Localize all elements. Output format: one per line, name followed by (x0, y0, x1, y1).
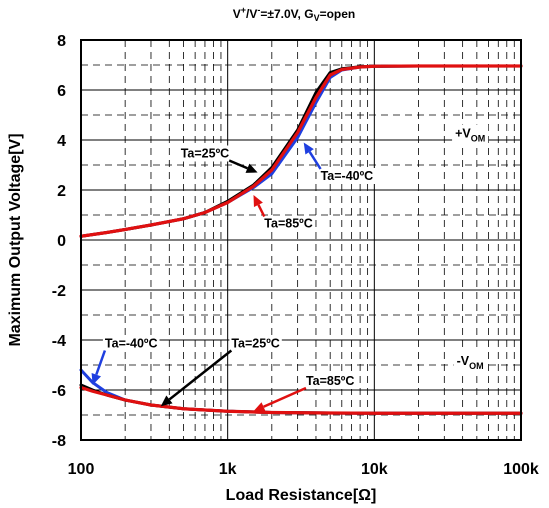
chart-subtitle: V+/V-=±7.0V, GV=open (233, 5, 356, 23)
y-tick-label: -6 (52, 383, 66, 400)
series-line-1 (79, 64, 523, 238)
series-lines (79, 64, 523, 415)
annotation-arrow-line (228, 159, 248, 170)
x-tick-label: 10k (361, 461, 388, 478)
annotation-arrow-line (257, 204, 266, 218)
annotation-label: Ta=25ºC (181, 147, 229, 161)
side-label: +VOM (455, 127, 485, 144)
annotation-label-bg (262, 215, 315, 232)
annotation-label: Ta=-40ºC (105, 337, 158, 351)
y-axis-label: Maximum Output Voltage[V] (7, 133, 24, 346)
annotation-label: Ta=-40ºC (321, 169, 374, 183)
subtitle-end: =open (320, 7, 356, 21)
y-tick-label: 6 (57, 83, 66, 100)
subtitle-sub: V (314, 13, 320, 23)
annotation-label: Ta=85ºC (306, 374, 354, 388)
side-label-main: +V (455, 127, 471, 141)
subtitle-slash: /V (246, 7, 257, 21)
x-tick-label: 100 (68, 461, 95, 478)
x-axis-label: Load Resistance[Ω] (226, 487, 377, 504)
series-line-0 (79, 64, 523, 238)
y-tick-label: -2 (52, 283, 66, 300)
subtitle-v1: V (233, 7, 241, 21)
tick-labels: 100 1k 10k 100k -8 -6 -4 -2 0 2 4 6 8 (52, 33, 539, 478)
y-tick-label: 8 (57, 33, 66, 50)
side-label-bg (453, 352, 487, 373)
annotation-arrow-head (245, 163, 258, 173)
annotation-arrow-head (253, 195, 263, 208)
series-line-5 (79, 385, 523, 415)
annotations: Ta=25ºC Ta=-40ºC Ta=85ºC Ta=-40ºC Ta=25ºC Ta=… (91, 124, 489, 412)
series-line-2 (79, 64, 523, 238)
annotation-label-bg (318, 168, 376, 184)
annotation-arrow-head (91, 372, 102, 385)
y-tick-label: 2 (57, 183, 66, 200)
annotation-label-bg (229, 335, 282, 352)
y-tick-label: -4 (52, 333, 66, 350)
side-label-sub: OM (469, 361, 484, 371)
side-label: -VOM (457, 354, 484, 371)
grid (80, 39, 522, 441)
x-tick-label: 100k (503, 461, 539, 478)
annotation-label-bg (303, 373, 357, 389)
y-tick-label: 0 (57, 233, 66, 250)
annotation-arrow-line (95, 350, 107, 376)
annotation-label-bg (178, 145, 232, 162)
annotation-label-bg (102, 335, 160, 352)
annotation-label: Ta=85ºC (264, 217, 312, 231)
annotation-arrow-head (303, 142, 314, 155)
side-label-sub: OM (471, 134, 486, 144)
subtitle-plus-sup: + (241, 5, 246, 15)
side-label-bg (452, 124, 489, 146)
side-label-main: -V (457, 354, 470, 368)
annotation-arrow-line (263, 386, 307, 408)
annotation-arrow-head (160, 395, 173, 407)
subtitle-minus-sup: - (257, 5, 260, 15)
annotation-arrow-head (253, 402, 266, 412)
y-tick-label: 4 (57, 133, 66, 150)
series-line-3 (79, 368, 523, 415)
x-tick-label: 1k (219, 461, 237, 478)
y-tick-label: -8 (52, 433, 66, 450)
subtitle-mid: =±7.0V, G (260, 7, 313, 21)
annotation-label: Ta=25ºC (231, 337, 279, 351)
annotation-arrow-line (168, 349, 233, 401)
annotation-arrow-line (308, 151, 322, 170)
plot-frame (80, 39, 522, 441)
